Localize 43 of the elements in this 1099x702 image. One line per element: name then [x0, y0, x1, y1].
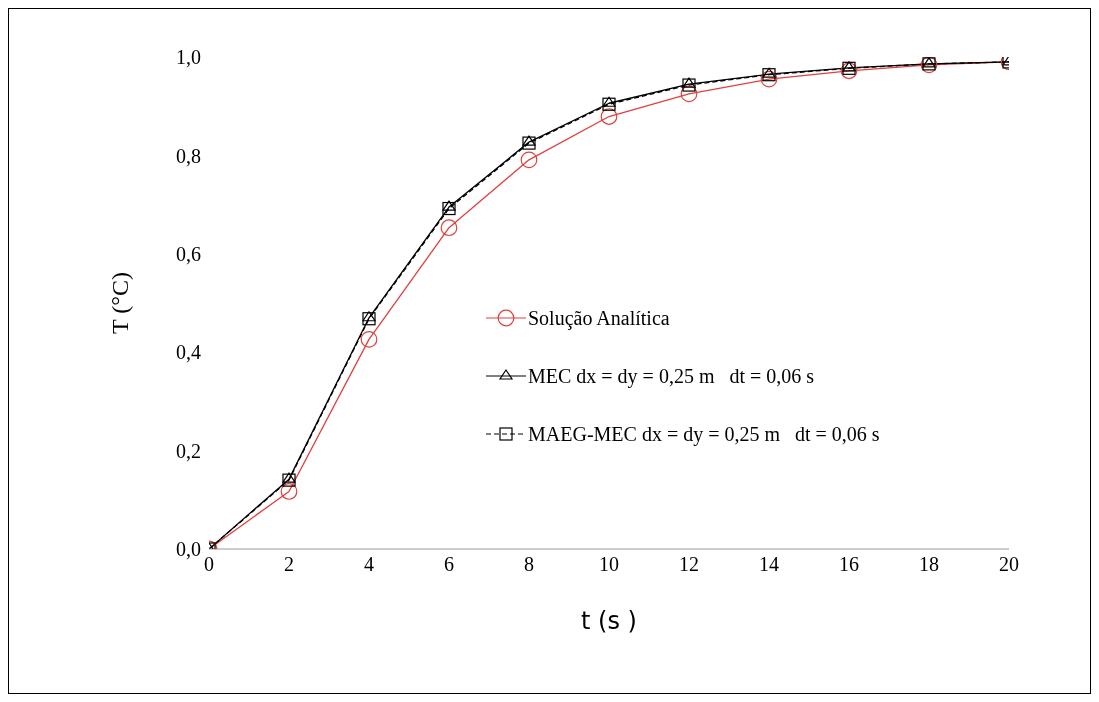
point	[762, 67, 776, 78]
legend-label: Solução Analítica	[528, 306, 670, 330]
x-tick-label: 14	[759, 553, 779, 576]
y-tick-label: 0,4	[176, 341, 201, 364]
point	[682, 78, 696, 92]
legend-label: MAEG-MEC dx = dy = 0,25 m dt = 0,06 s	[528, 422, 880, 446]
point	[522, 136, 536, 150]
point	[282, 472, 296, 483]
point	[600, 108, 618, 125]
y-tick-label: 0,8	[176, 144, 201, 167]
point	[840, 62, 858, 80]
x-tick-label: 20	[999, 553, 1019, 576]
point	[760, 70, 778, 88]
x-tick-label: 10	[599, 553, 619, 576]
y-tick-label: 0,6	[176, 242, 201, 265]
point	[682, 77, 696, 88]
point	[762, 68, 776, 82]
x-tick-label: 18	[919, 553, 939, 576]
y-tick-label: 0,0	[176, 538, 201, 561]
point	[440, 219, 458, 237]
x-tick-label: 2	[284, 553, 294, 576]
point	[442, 201, 456, 216]
point	[602, 96, 616, 107]
x-tick-label: 6	[444, 553, 454, 576]
point	[362, 312, 376, 326]
point	[362, 311, 376, 322]
legend-label: MEC dx = dy = 0,25 m dt = 0,06 s	[528, 364, 815, 388]
x-tick-label: 12	[679, 553, 699, 576]
point	[520, 151, 538, 169]
x-tick-label: 8	[524, 553, 534, 576]
y-tick-label: 1,0	[176, 46, 201, 69]
x-axis-title: t (s )	[581, 607, 637, 635]
x-tick-label: 0	[204, 553, 214, 576]
point	[282, 473, 296, 487]
point	[442, 200, 456, 211]
x-tick-label: 16	[839, 553, 859, 576]
y-tick-label: 0,2	[176, 439, 201, 462]
point	[280, 483, 298, 500]
point	[602, 97, 616, 111]
point	[360, 331, 378, 348]
x-tick-label: 4	[364, 553, 374, 576]
point	[522, 135, 536, 146]
y-axis-title: T (°C)	[106, 272, 133, 334]
